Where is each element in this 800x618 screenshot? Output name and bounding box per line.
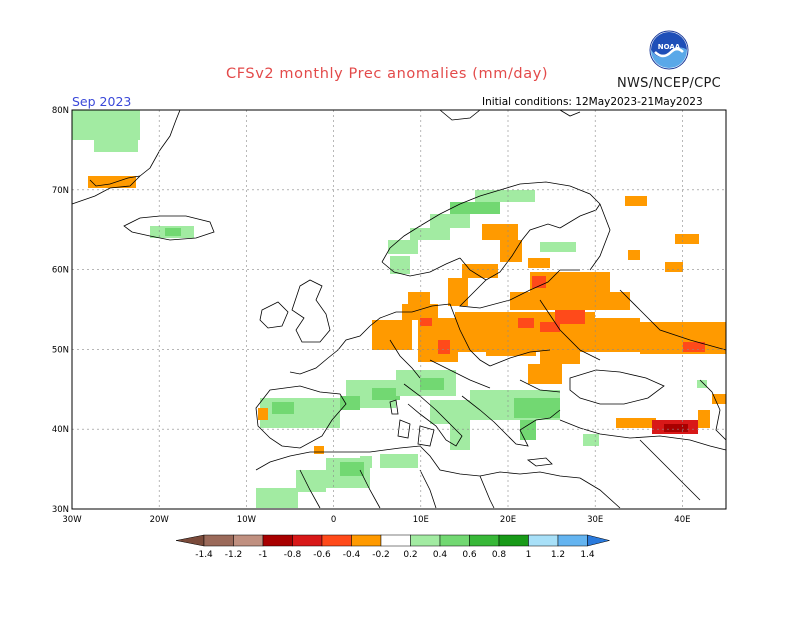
colorbar-swatch — [528, 534, 559, 547]
latitude-tick-label: 40N — [52, 425, 69, 435]
latitude-labels: 80N 70N 60N 50N 40N 30N — [52, 106, 69, 515]
colorbar-label: -1 — [259, 550, 268, 560]
colorbar-label: 1 — [526, 550, 532, 560]
colorbar-extend-low — [175, 534, 205, 547]
longitude-tick-label: 30W — [62, 515, 82, 525]
coastlines — [71, 109, 727, 509]
colorbar-label: 0.2 — [403, 550, 417, 560]
gridlines — [72, 110, 726, 509]
longitude-tick-label: 10W — [237, 515, 257, 525]
colorbar-swatch — [321, 534, 352, 547]
latitude-tick-label: 80N — [52, 106, 69, 116]
colorbar-swatch — [262, 534, 293, 547]
colorbar-swatch — [498, 534, 529, 547]
colorbar-label: 1.4 — [580, 550, 595, 560]
latitude-tick-label: 60N — [52, 266, 69, 276]
anomaly-cells — [72, 110, 726, 508]
colorbar-labels: -1.4 -1.2 -1 -0.8 -0.6 -0.4 -0.2 0.2 0.4 0.6 0.8 1 1… — [195, 550, 595, 560]
colorbar-label: -0.4 — [343, 550, 361, 560]
colorbar-swatch — [439, 534, 470, 547]
longitude-tick-label: 20W — [150, 515, 170, 525]
latitude-tick-label: 70N — [52, 186, 69, 196]
colorbar-swatch — [203, 534, 234, 547]
colorbar-swatch — [469, 534, 500, 547]
colorbar-swatch — [292, 534, 323, 547]
colorbar-label: -1.4 — [195, 550, 213, 560]
colorbar-label: -1.2 — [225, 550, 243, 560]
longitude-tick-label: 0 — [331, 515, 336, 525]
latitude-tick-label: 50N — [52, 345, 69, 355]
longitude-tick-label: 40E — [674, 515, 690, 525]
colorbar — [175, 534, 610, 547]
colorbar-swatch — [233, 534, 264, 547]
colorbar-label: -0.6 — [313, 550, 331, 560]
noaa-logo: NOAA — [649, 30, 689, 74]
initial-conditions: Initial conditions: 12May2023-21May2023 — [482, 96, 703, 108]
colorbar-extend-high — [587, 534, 610, 547]
colorbar-swatch — [380, 534, 411, 547]
colorbar-swatch — [410, 534, 441, 547]
org-label: NWS/NCEP/CPC — [617, 76, 722, 91]
map-title: CFSv2 monthly Prec anomalies (mm/day) — [226, 66, 549, 82]
noaa-logo-text: NOAA — [658, 43, 681, 51]
longitude-tick-label: 20E — [500, 515, 516, 525]
colorbar-swatch — [351, 534, 382, 547]
colorbar-label: -0.2 — [372, 550, 390, 560]
longitude-labels: 30W 20W 10W 0 10E 20E 30E 40E — [62, 515, 690, 525]
colorbar-label: 1.2 — [551, 550, 565, 560]
colorbar-swatch — [557, 534, 588, 547]
latitude-tick-label: 30N — [52, 505, 69, 515]
forecast-period: Sep 2023 — [72, 94, 132, 109]
longitude-tick-label: 30E — [587, 515, 603, 525]
colorbar-label: 0.6 — [462, 550, 477, 560]
colorbar-label: 0.4 — [433, 550, 448, 560]
longitude-tick-label: 10E — [413, 515, 429, 525]
map-frame — [71, 109, 727, 510]
colorbar-label: -0.8 — [284, 550, 302, 560]
colorbar-label: 0.8 — [492, 550, 507, 560]
